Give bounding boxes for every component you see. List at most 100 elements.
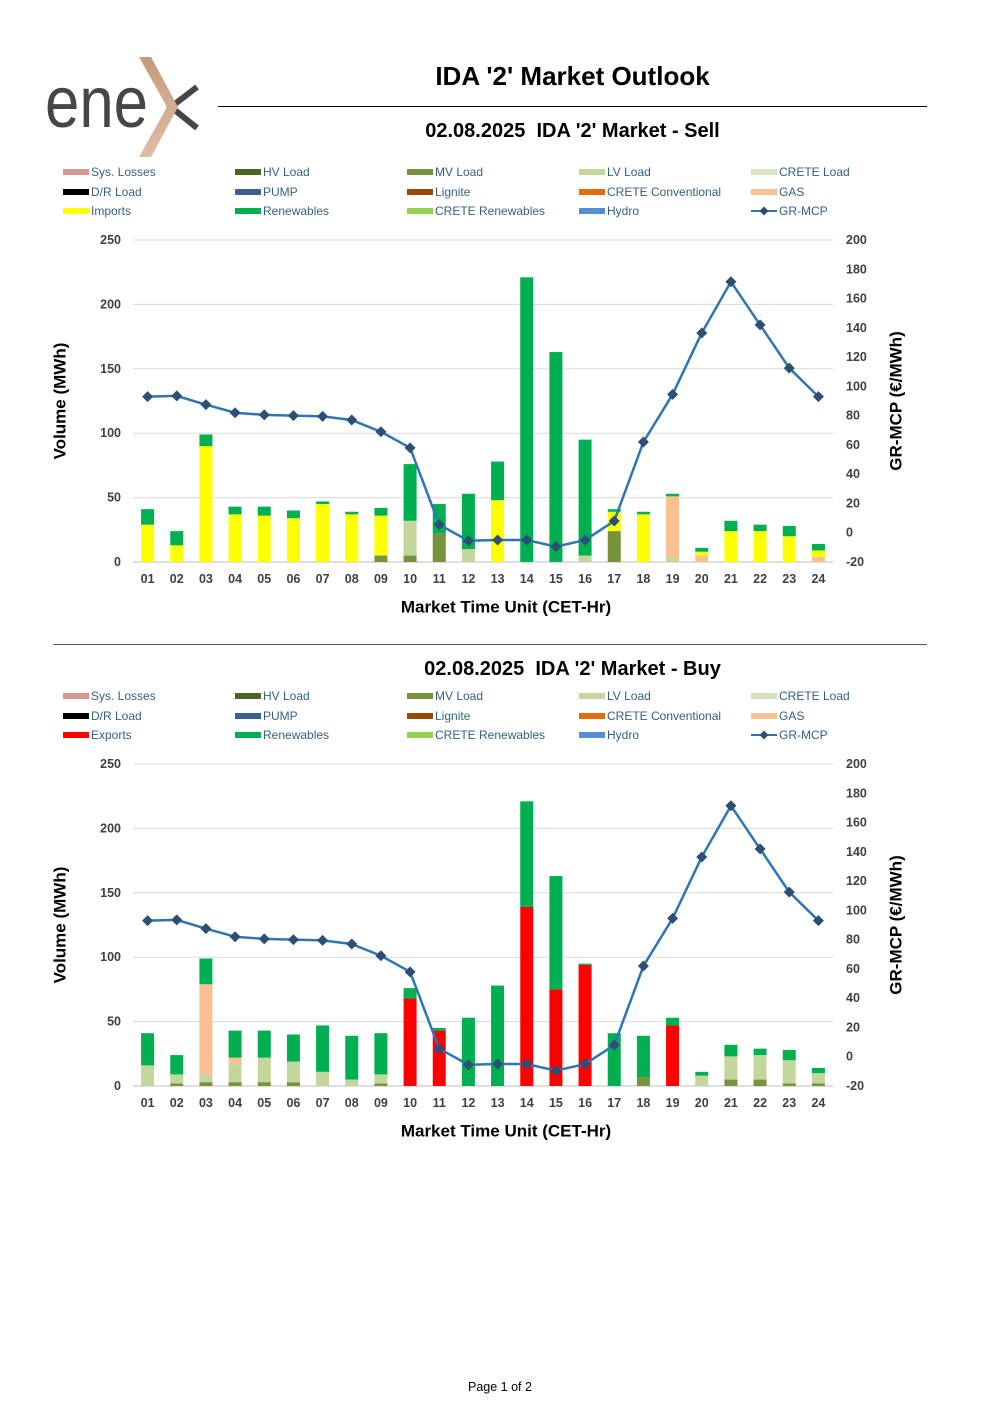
legend-swatch xyxy=(579,693,605,699)
legend-swatch xyxy=(235,693,261,699)
bar-renewables-10 xyxy=(403,464,417,521)
bar-lv-load-08 xyxy=(345,1079,359,1086)
gr-mcp-marker-02 xyxy=(171,390,183,402)
x-tick-label: 04 xyxy=(228,1096,242,1110)
bar-renewables-16 xyxy=(578,439,592,556)
gr-mcp-marker-14 xyxy=(521,1058,533,1070)
gr-mcp-marker-18 xyxy=(637,436,649,448)
gr-mcp-marker-10 xyxy=(404,442,416,454)
bar-renewables-01 xyxy=(141,509,155,525)
legend-label: GAS xyxy=(779,709,805,723)
gr-mcp-marker-24 xyxy=(812,391,824,403)
y-tick-label: 200 xyxy=(100,297,121,311)
bar-renewables-07 xyxy=(316,1025,330,1072)
legend-line-swatch xyxy=(751,206,777,216)
x-axis-title: Market Time Unit (CET-Hr) xyxy=(401,598,611,617)
legend-swatch xyxy=(751,693,777,699)
y-tick-label: 250 xyxy=(100,233,121,247)
y2-tick-label: 180 xyxy=(846,786,867,800)
x-tick-label: 11 xyxy=(433,572,446,586)
x-tick-label: 12 xyxy=(461,1096,475,1110)
bar-imports-05 xyxy=(257,515,271,562)
bar-renewables-06 xyxy=(286,1034,300,1062)
bar-renewables-21 xyxy=(724,1044,738,1057)
legend-label: HV Load xyxy=(263,165,310,179)
bar-mv-load-24 xyxy=(811,1083,825,1086)
y-axis-title: Volume (MWh) xyxy=(51,867,70,984)
bar-lv-load-16 xyxy=(578,555,592,562)
gr-mcp-marker-09 xyxy=(375,950,387,962)
bar-gas-24 xyxy=(811,556,825,562)
bar-renewables-05 xyxy=(257,1030,271,1058)
bar-lv-load-01 xyxy=(141,1065,155,1086)
bar-lv-load-02 xyxy=(170,1074,184,1084)
bar-lv-load-22 xyxy=(753,1055,767,1080)
gr-mcp-marker-17 xyxy=(608,515,620,527)
x-tick-label: 24 xyxy=(811,1096,825,1110)
bar-lv-load-09 xyxy=(374,1074,388,1084)
bar-mv-load-04 xyxy=(228,1082,242,1086)
bar-renewables-08 xyxy=(345,511,359,515)
page-number: Page 1 of 2 xyxy=(468,1380,532,1394)
legend-label: PUMP xyxy=(263,709,298,723)
legend-label: D/R Load xyxy=(91,709,142,723)
legend-label: CRETE Conventional xyxy=(607,709,722,723)
bar-renewables-15 xyxy=(549,352,563,562)
y-tick-label: 150 xyxy=(100,362,121,376)
bar-gas-20 xyxy=(695,555,709,562)
gr-mcp-marker-12 xyxy=(462,1059,474,1071)
y2-tick-label: 100 xyxy=(846,379,867,393)
bar-lv-load-10 xyxy=(403,520,417,556)
bar-renewables-16 xyxy=(578,963,592,965)
bar-renewables-02 xyxy=(170,531,184,546)
buy-chart-plot: 050100150200250-200204060801001201401601… xyxy=(51,757,906,1141)
bar-mv-load-05 xyxy=(257,1082,271,1086)
legend-label: Sys. Losses xyxy=(91,689,156,703)
x-tick-label: 19 xyxy=(666,1096,680,1110)
bar-renewables-21 xyxy=(724,520,738,532)
bar-renewables-08 xyxy=(345,1035,359,1080)
legend-label: CRETE Renewables xyxy=(435,728,546,742)
gr-mcp-marker-07 xyxy=(317,934,329,946)
bar-renewables-03 xyxy=(199,434,213,447)
x-tick-label: 23 xyxy=(782,572,796,586)
gr-mcp-marker-16 xyxy=(579,1058,591,1070)
gr-mcp-marker-24 xyxy=(812,915,824,927)
bar-renewables-04 xyxy=(228,1030,242,1058)
legend-label: D/R Load xyxy=(91,185,142,199)
gr-mcp-marker-05 xyxy=(258,409,270,421)
x-tick-label: 05 xyxy=(257,572,271,586)
bar-renewables-04 xyxy=(228,506,242,515)
bar-renewables-23 xyxy=(782,1049,796,1061)
bar-lv-load-12 xyxy=(461,549,475,562)
bar-renewables-18 xyxy=(636,1035,650,1077)
bar-imports-04 xyxy=(228,514,242,562)
sell-chart-legend: Sys. Losses HV Load MV Load LV Load CRETE Lo… xyxy=(0,165,1000,225)
y2-tick-label: 60 xyxy=(846,962,860,976)
legend-label: MV Load xyxy=(435,689,484,703)
buy-chart-title: 02.08.2025 IDA '2' Market - Buy xyxy=(424,658,721,680)
x-tick-label: 01 xyxy=(141,1096,155,1110)
gr-mcp-marker-11 xyxy=(433,1043,445,1055)
page-title: IDA '2' Market Outlook xyxy=(435,61,710,91)
bar-imports-13 xyxy=(491,500,505,562)
legend-swatch xyxy=(407,169,433,175)
legend-line-swatch xyxy=(751,730,777,740)
y-tick-label: 100 xyxy=(100,426,121,440)
legend-swatch xyxy=(63,208,89,214)
bar-renewables-20 xyxy=(695,547,709,552)
legend-label: CRETE Renewables xyxy=(435,204,546,218)
bar-mv-load-09 xyxy=(374,1083,388,1086)
bar-lv-load-24 xyxy=(811,1073,825,1084)
bar-imports-09 xyxy=(374,515,388,556)
gr-mcp-marker-04 xyxy=(229,931,241,943)
bar-mv-load-21 xyxy=(724,1079,738,1086)
gr-mcp-marker-23 xyxy=(783,362,795,374)
y-tick-label: 0 xyxy=(114,555,121,569)
gr-mcp-marker-08 xyxy=(346,414,358,426)
y2-tick-label: 120 xyxy=(846,874,867,888)
x-tick-label: 06 xyxy=(286,572,300,586)
legend-swatch xyxy=(235,208,261,214)
bar-renewables-01 xyxy=(141,1033,155,1066)
bar-mv-load-22 xyxy=(753,1079,767,1086)
